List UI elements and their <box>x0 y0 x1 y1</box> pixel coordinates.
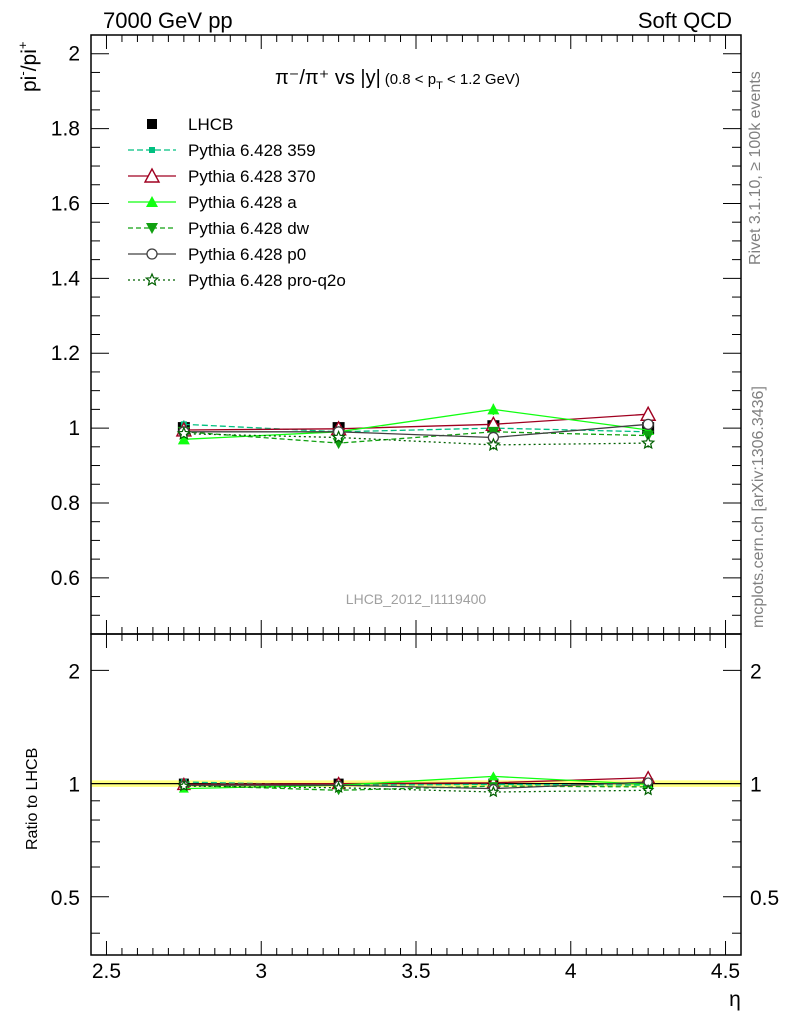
legend-label: LHCB <box>188 115 233 134</box>
legend-marker <box>143 167 161 183</box>
series-1 <box>180 420 652 436</box>
legend-entry: Pythia 6.428 p0 <box>128 245 306 264</box>
y-tick-label: 0.6 <box>51 567 80 590</box>
mcplots-label: mcplots.cern.ch [arXiv:1306.3436] <box>750 386 767 628</box>
y-tick-label: 2 <box>68 43 80 66</box>
data-point <box>640 435 656 450</box>
y-tick-label: 1 <box>68 417 80 440</box>
series-3 <box>177 403 655 445</box>
y-tick-label: 1.4 <box>51 267 81 290</box>
series-line <box>183 423 649 439</box>
data-point <box>487 403 500 415</box>
legend-entry: Pythia 6.428 a <box>128 193 297 212</box>
series-line <box>183 408 649 440</box>
y-tick-label: 1.8 <box>51 118 80 141</box>
ratio-point <box>332 781 345 794</box>
ratio-series-line <box>183 784 649 791</box>
watermark: LHCB_2012_I1119400 <box>346 591 487 607</box>
ratio-series-line <box>183 781 649 790</box>
legend-label: Pythia 6.428 359 <box>188 141 316 160</box>
ratio-point <box>488 771 499 781</box>
series-6 <box>176 426 656 452</box>
ratio-series-line <box>183 775 649 790</box>
ratio-frame <box>90 633 742 956</box>
legend-entry: LHCB <box>147 115 233 134</box>
legend-marker <box>146 248 158 260</box>
main-ylabel: pi-/pi+ <box>15 42 41 92</box>
legend-marker <box>149 147 155 153</box>
ratio-point <box>641 783 655 796</box>
ratio-y-tick-label: 1 <box>68 774 80 797</box>
ratio-y-tick-label-right: 1 <box>750 774 762 797</box>
xlabel: η <box>729 988 741 1011</box>
y-tick-label: 0.8 <box>51 492 80 515</box>
legend-label: Pythia 6.428 pro-q2o <box>188 271 346 290</box>
ratio-y-tick-label: 2 <box>68 660 80 683</box>
legend-entry: Pythia 6.428 359 <box>128 141 316 160</box>
ratio-ylabel: Ratio to LHCB <box>24 748 41 850</box>
ratio-series-5 <box>177 779 655 798</box>
legend-label: Pythia 6.428 370 <box>188 167 316 186</box>
legend-marker <box>147 119 157 129</box>
legend-label: Pythia 6.428 dw <box>188 219 310 238</box>
x-tick-label: 3 <box>255 960 267 983</box>
header-left: 7000 GeV pp <box>103 8 233 33</box>
series-line <box>183 423 649 433</box>
data-point <box>486 437 501 452</box>
legend-entry: Pythia 6.428 370 <box>128 167 316 186</box>
ratio-series-line <box>183 785 649 793</box>
data-point <box>176 426 192 440</box>
series-line <box>183 431 649 444</box>
data-point <box>642 418 654 431</box>
data-point <box>331 429 346 444</box>
x-tick-label: 4 <box>565 960 577 983</box>
legend-marker <box>146 223 158 234</box>
legend-entry: Pythia 6.428 dw <box>128 219 310 238</box>
series-line <box>183 413 649 431</box>
y-tick-label: 1.2 <box>51 342 80 365</box>
data-point <box>177 433 190 445</box>
ratio-y-tick-label-right: 2 <box>750 660 762 683</box>
ratio-point <box>177 779 191 792</box>
ratio-y-tick-label: 0.5 <box>51 887 80 910</box>
legend-marker <box>146 196 158 207</box>
legend-label: Pythia 6.428 a <box>188 193 297 212</box>
rivet-label: Rivet 3.1.10, ≥ 100k events <box>747 71 764 265</box>
plot-title: π⁻/π⁺ vs |y| (0.8 < pT < 1.2 GeV) <box>275 67 520 92</box>
x-tick-label: 2.5 <box>92 960 121 983</box>
legend-label: Pythia 6.428 p0 <box>188 245 306 264</box>
x-tick-label: 3.5 <box>401 960 430 983</box>
x-tick-label: 4.5 <box>711 960 740 983</box>
ratio-point <box>487 785 500 798</box>
ratio-y-tick-label-right: 0.5 <box>750 887 779 910</box>
series-5 <box>178 418 654 444</box>
y-tick-label: 1.6 <box>51 192 80 215</box>
header-right: Soft QCD <box>638 8 732 33</box>
data-point <box>639 405 657 421</box>
legend-marker <box>144 272 160 287</box>
legend-entry: Pythia 6.428 pro-q2o <box>128 271 346 290</box>
